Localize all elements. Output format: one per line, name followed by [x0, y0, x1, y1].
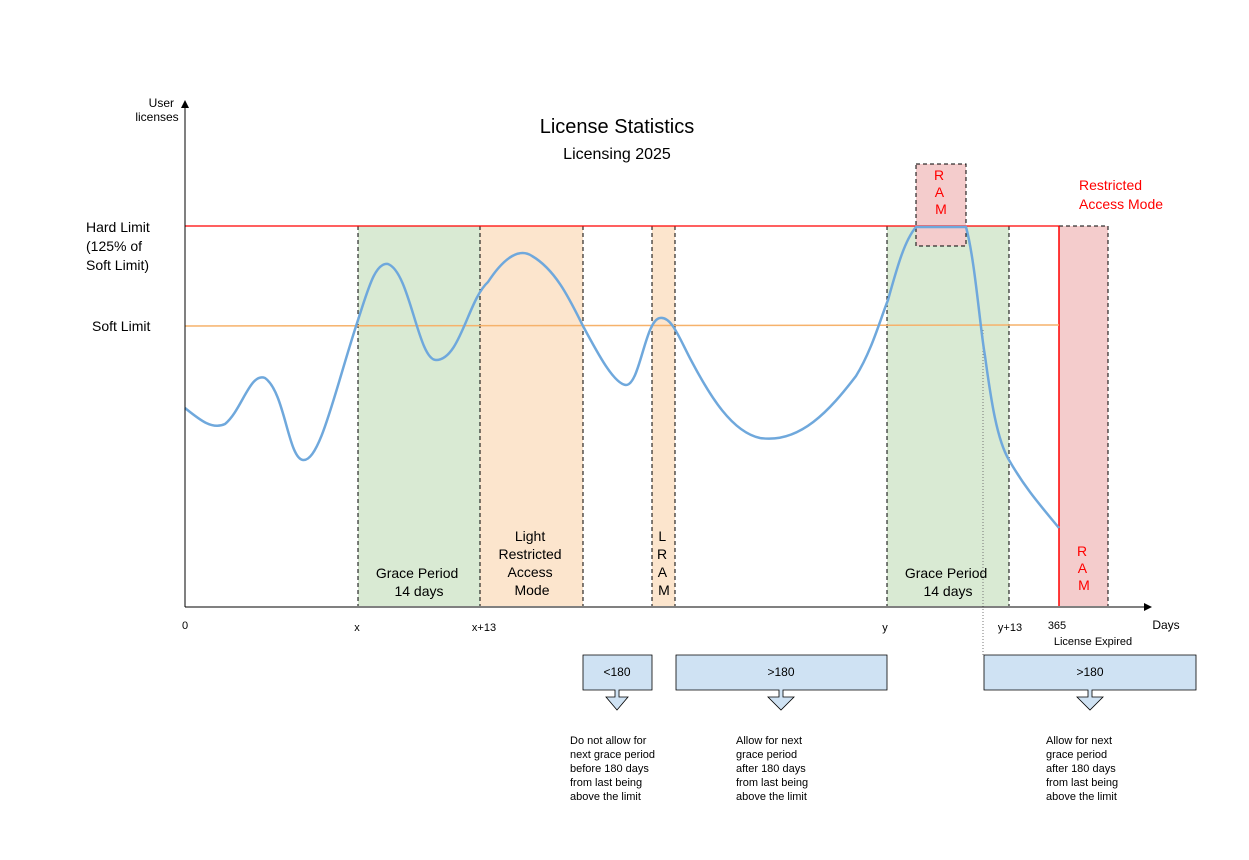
counter-note-gt180-1: Allow for next grace period after 180 da… [736, 735, 811, 803]
chart-subtitle: Licensing 2025 [563, 146, 671, 163]
grace-period-zone-2 [887, 226, 1009, 606]
x-axis-label: Days [1152, 618, 1179, 632]
soft-limit-line [184, 324, 1060, 327]
x-tick-x13: x+13 [472, 622, 496, 634]
counter-box-gt180-2 [983, 654, 1197, 711]
axes [184, 106, 1146, 608]
x-tick-0: 0 [182, 620, 188, 632]
y-axis-label: User licenses [135, 96, 178, 124]
grace-period-label-1: Grace Period 14 days [376, 565, 462, 599]
x-tick-x: x [354, 622, 360, 634]
counter-box-gt180-1 [675, 654, 888, 711]
counter-box-lt180 [582, 654, 653, 711]
counter-callout-gt180-2: >180 Allow for next grace period after 1… [983, 654, 1197, 803]
counter-callout-gt180-1: >180 Allow for next grace period after 1… [675, 654, 888, 803]
license-expired-label: License Expired [1054, 636, 1132, 648]
light-ram-label-1: Light Restricted Access Mode [499, 528, 566, 598]
soft-limit-label: Soft Limit [92, 318, 150, 334]
grace-period-zone-1 [358, 226, 480, 606]
chart-title: License Statistics [540, 116, 695, 138]
zone-borders [357, 225, 1109, 606]
license-usage-curve [184, 225, 1060, 529]
hard-limit-label: Hard Limit (125% of Soft Limit) [86, 219, 154, 273]
ram-top-zone [915, 163, 967, 247]
x-axis-arrow [1144, 603, 1152, 611]
x-tick-y13: y+13 [998, 622, 1022, 634]
light-ram-zone-1 [480, 226, 583, 606]
counter-note-lt180: Do not allow for next grace period befor… [570, 735, 658, 803]
light-ram-label-2: L R A M [657, 528, 671, 598]
ram-end-zone [1059, 226, 1108, 606]
y-axis-arrow [181, 100, 189, 108]
grace-period-label-2: Grace Period 14 days [905, 565, 991, 599]
counter-note-gt180-2: Allow for next grace period after 180 da… [1046, 735, 1121, 803]
ram-end-label: R A M [1077, 543, 1091, 593]
ram-top-label: R A M [934, 167, 948, 217]
counter-label-lt180: <180 [603, 665, 630, 679]
restricted-access-label: Restricted Access Mode [1079, 177, 1163, 212]
counter-label-gt180-2: >180 [1076, 665, 1103, 679]
counter-callout-lt180: <180 Do not allow for next grace period … [570, 654, 658, 803]
counter-label-gt180-1: >180 [767, 665, 794, 679]
x-tick-365: 365 [1048, 620, 1066, 632]
x-tick-y: y [882, 622, 888, 634]
